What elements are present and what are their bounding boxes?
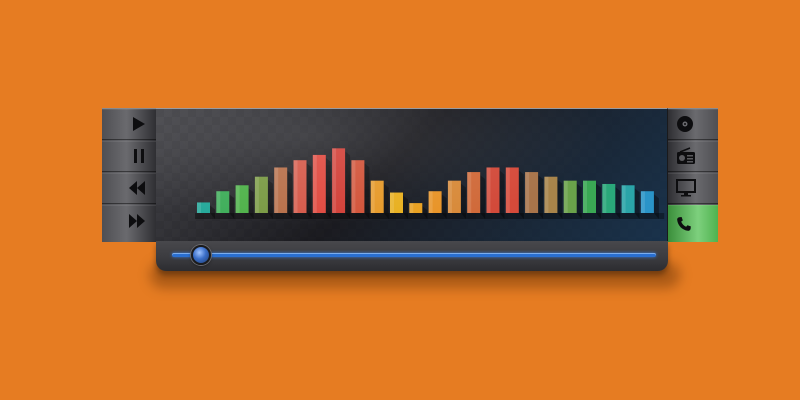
equalizer-bar — [525, 172, 539, 213]
equalizer-bar-highlight — [254, 176, 259, 213]
equalizer-bar-shadow — [210, 205, 215, 219]
equalizer-bar-shadow — [229, 194, 235, 219]
equalizer-bar-shadow — [422, 206, 428, 219]
rewind-button[interactable] — [102, 173, 156, 204]
equalizer-bar-shadow — [345, 151, 351, 219]
fast-forward-icon — [129, 213, 145, 228]
equalizer-bar-shadow — [460, 183, 466, 219]
equalizer-bar-highlight — [274, 167, 279, 213]
play-icon — [133, 117, 145, 131]
equalizer-bar — [332, 148, 346, 213]
equalizer-bar — [235, 185, 249, 213]
phone-source-button[interactable] — [668, 205, 718, 242]
disc-source-button[interactable] — [668, 109, 718, 140]
equalizer-bar — [216, 191, 230, 213]
equalizer-bar-shadow — [596, 183, 601, 219]
equalizer-bar — [467, 172, 481, 213]
equalizer-screen — [156, 108, 668, 242]
fast-forward-button[interactable] — [102, 205, 156, 236]
radio-source-button[interactable] — [668, 141, 718, 172]
play-button[interactable] — [102, 109, 156, 140]
equalizer-bar-highlight — [640, 191, 645, 213]
monitor-source-button[interactable] — [668, 173, 718, 204]
phone-icon — [677, 216, 691, 231]
equalizer-bar-shadow — [403, 195, 408, 219]
equalizer-bar-shadow — [441, 194, 447, 219]
equalizer-bar-highlight — [505, 167, 510, 213]
monitor-icon — [676, 179, 696, 197]
equalizer-bar-highlight — [216, 191, 221, 213]
equalizer-bar-highlight — [390, 192, 394, 213]
disc-icon — [677, 116, 693, 132]
equalizer-bar-highlight — [544, 176, 549, 213]
equalizer-bar-shadow — [480, 175, 486, 219]
rewind-icon — [129, 181, 145, 195]
equalizer-bar — [370, 180, 384, 213]
equalizer-bar — [583, 180, 596, 213]
equalizer-bar — [409, 203, 423, 213]
equalizer-bar-shadow — [538, 175, 544, 219]
equalizer-bar-highlight — [525, 172, 530, 213]
equalizer-bar — [428, 191, 442, 213]
equalizer-bar-shadow — [557, 179, 563, 219]
equalizer-bar — [563, 180, 577, 213]
pause-icon — [134, 149, 144, 163]
equalizer-bar — [293, 160, 307, 213]
equalizer-bar — [274, 167, 288, 213]
equalizer-bar — [602, 183, 616, 213]
equalizer-bar-shadow — [364, 163, 370, 219]
equalizer-bar-highlight — [467, 172, 472, 213]
source-selector — [667, 108, 718, 242]
equalizer-bar-highlight — [370, 180, 375, 213]
equalizer-bar-shadow — [287, 170, 293, 219]
progress-track[interactable] — [172, 253, 656, 257]
equalizer-bar-shadow — [499, 170, 505, 219]
progress-bar-panel — [156, 241, 668, 271]
equalizer-bar — [640, 191, 654, 213]
equalizer-bar — [390, 192, 403, 213]
equalizer-bar-highlight — [293, 160, 298, 213]
progress-thumb[interactable] — [191, 245, 212, 265]
media-player — [102, 108, 718, 242]
equalizer-shelf — [195, 213, 665, 219]
equalizer-bar — [254, 176, 268, 213]
equalizer-bar-shadow — [653, 194, 659, 219]
equalizer-bar — [197, 202, 210, 213]
equalizer-bar — [505, 167, 519, 213]
equalizer-bar — [486, 167, 500, 213]
equalizer-bar-highlight — [428, 191, 433, 213]
equalizer-bar-shadow — [267, 179, 273, 219]
equalizer-bar-highlight — [621, 185, 626, 213]
equalizer-bar-highlight — [235, 185, 240, 213]
equalizer-bar-highlight — [583, 180, 587, 213]
equalizer-bar — [447, 180, 461, 213]
equalizer-bar — [621, 185, 635, 213]
equalizer-bar — [544, 176, 558, 213]
equalizer-bar-shadow — [615, 186, 621, 219]
equalizer-bar-shadow — [576, 183, 582, 219]
equalizer-bar — [312, 154, 326, 213]
equalizer-bar-highlight — [351, 160, 356, 213]
equalizer-bar-highlight — [312, 154, 317, 213]
equalizer-bar-shadow — [325, 157, 331, 219]
equalizer-bar-highlight — [197, 202, 201, 213]
equalizer-bar-highlight — [409, 203, 414, 213]
equalizer-bar-highlight — [486, 167, 491, 213]
equalizer-bar-shadow — [306, 163, 312, 219]
equalizer-bar — [351, 160, 365, 213]
equalizer-bar-shadow — [248, 188, 254, 219]
equalizer-visualizer — [195, 148, 665, 219]
equalizer-bar-shadow — [634, 188, 640, 219]
transport-controls — [102, 108, 157, 242]
equalizer-bar-highlight — [447, 180, 452, 213]
pause-button[interactable] — [102, 141, 156, 172]
equalizer-bar-highlight — [332, 148, 337, 213]
radio-icon — [677, 147, 695, 164]
equalizer-bar-highlight — [602, 183, 607, 213]
equalizer-bar-highlight — [563, 180, 568, 213]
equalizer-bar-shadow — [518, 170, 524, 219]
equalizer-bar-shadow — [383, 183, 389, 219]
